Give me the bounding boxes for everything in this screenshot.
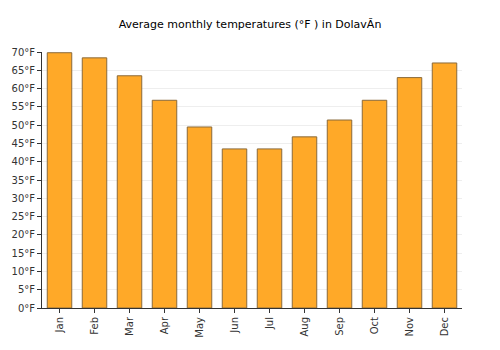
svg-text:Jul: Jul (264, 317, 275, 330)
svg-text:20°F: 20°F (12, 229, 36, 240)
svg-text:65°F: 65°F (12, 65, 36, 76)
svg-text:Aug: Aug (299, 317, 310, 337)
svg-text:Average monthly temperatures (: Average monthly temperatures (°F ) in Do… (119, 18, 382, 31)
svg-text:Feb: Feb (89, 317, 100, 335)
svg-text:Oct: Oct (369, 317, 380, 334)
svg-text:35°F: 35°F (12, 175, 36, 186)
svg-text:25°F: 25°F (12, 211, 36, 222)
svg-text:40°F: 40°F (12, 156, 36, 167)
svg-text:15°F: 15°F (12, 248, 36, 259)
svg-text:60°F: 60°F (12, 83, 36, 94)
svg-text:55°F: 55°F (12, 101, 36, 112)
svg-text:Jun: Jun (229, 317, 240, 334)
svg-text:Mar: Mar (124, 316, 135, 336)
svg-text:45°F: 45°F (12, 138, 36, 149)
svg-text:Apr: Apr (159, 316, 170, 334)
svg-text:Nov: Nov (404, 317, 415, 337)
svg-text:Jan: Jan (54, 317, 65, 333)
svg-text:5°F: 5°F (18, 284, 35, 295)
svg-text:50°F: 50°F (12, 120, 36, 131)
svg-text:May: May (194, 317, 205, 338)
svg-text:30°F: 30°F (12, 193, 36, 204)
svg-text:70°F: 70°F (12, 47, 36, 58)
svg-text:Dec: Dec (439, 317, 450, 336)
svg-text:Sep: Sep (334, 317, 345, 336)
svg-text:0°F: 0°F (18, 303, 35, 314)
svg-text:10°F: 10°F (12, 266, 36, 277)
